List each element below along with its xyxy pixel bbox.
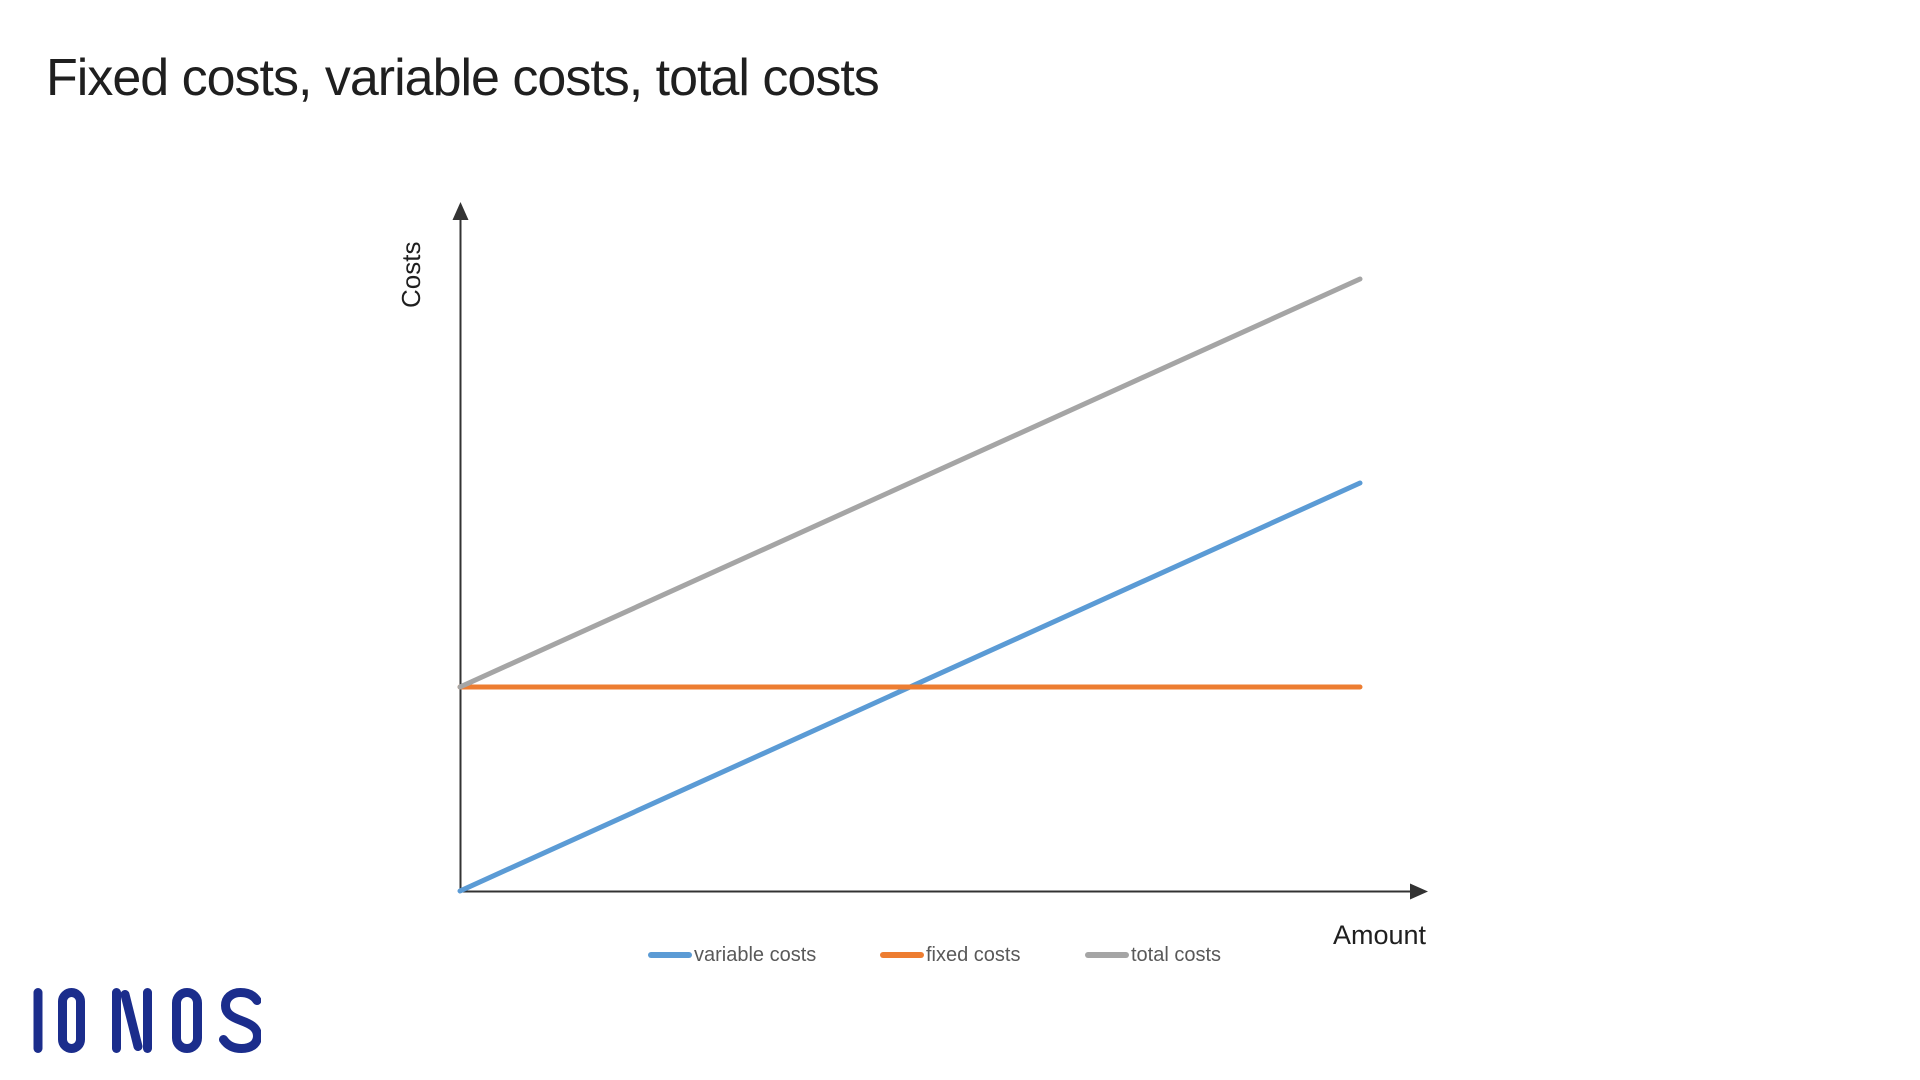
logo-letter-o2: [172, 988, 202, 1053]
logo-letter-s: [219, 988, 261, 1053]
legend-item-fixed-costs: fixed costs: [880, 941, 1020, 969]
x-axis-title: Amount: [1333, 920, 1427, 950]
series-line-total-costs: [457, 276, 1363, 690]
legend-item-variable-costs: variable costs: [648, 941, 816, 969]
logo-letter-n-diagonal: [120, 990, 143, 1051]
logo-letter-o1: [58, 988, 85, 1053]
legend-label-fixed-costs: fixed costs: [926, 943, 1021, 966]
legend-swatch-total-costs-line: [1085, 952, 1129, 958]
y-axis-title: Costs: [396, 241, 426, 308]
legend-label-variable-costs: variable costs: [694, 943, 817, 966]
chart-axes: [452, 202, 1428, 900]
legend-swatch-variable-costs-line: [648, 952, 692, 958]
ionos-logo: [33, 988, 261, 1053]
legend-label-total-costs: total costs: [1131, 943, 1222, 966]
page-title: Fixed costs, variable costs, total costs: [46, 49, 880, 107]
chart-series: [457, 276, 1363, 894]
legend-item-total-costs: total costs: [1085, 941, 1221, 969]
legend-swatch-fixed-costs-line: [880, 952, 924, 958]
series-line-variable-costs: [457, 480, 1363, 894]
